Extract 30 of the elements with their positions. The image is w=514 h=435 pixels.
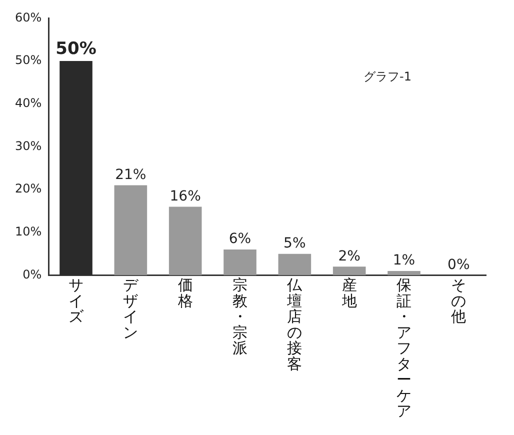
y-tick-label: 40%	[15, 96, 42, 110]
y-tick-label: 10%	[15, 224, 42, 239]
bar	[168, 206, 202, 276]
data-label: 6%	[228, 231, 252, 248]
x-tick-label: 仏壇店の接客	[286, 276, 304, 373]
y-tick-label: 20%	[15, 182, 42, 196]
x-tick-label: 価格	[176, 276, 193, 310]
x-tick-label: デザイン	[123, 276, 140, 342]
bar	[224, 250, 256, 276]
y-tick-label: 30%	[15, 138, 42, 153]
data-label: 1%	[392, 252, 416, 269]
bar	[332, 266, 366, 276]
data-label: 2%	[338, 248, 360, 264]
y-tick-label: 60%	[15, 10, 42, 24]
x-tick-label: サイズ	[68, 276, 85, 326]
data-label: 21%	[115, 166, 146, 183]
y-tick-label: 0%	[22, 267, 42, 282]
data-label: 5%	[284, 235, 306, 252]
bar	[388, 270, 420, 276]
x-tick-label: 産地	[340, 276, 357, 310]
data-label: 50%	[56, 38, 96, 59]
data-label: 0%	[448, 256, 470, 273]
category-label: 保証・アフターケア	[396, 276, 412, 420]
annotation: グラフ-1	[364, 69, 412, 84]
data-label: 16%	[170, 188, 201, 204]
bar	[278, 254, 312, 276]
y-tick-label: 50%	[15, 53, 42, 68]
bar	[114, 185, 148, 276]
x-tick-label: その他	[451, 276, 466, 326]
x-tick-label: 宗教・宗派	[232, 276, 248, 358]
